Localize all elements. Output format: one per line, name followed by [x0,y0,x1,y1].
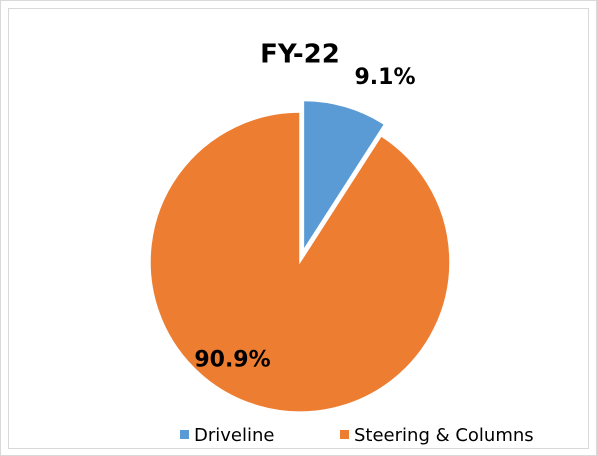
chart-title: FY-22 [260,40,340,70]
pie-slice [302,99,386,254]
data-label: 9.1% [354,65,415,90]
data-label: 90.9% [194,348,270,373]
legend-label: Steering & Columns [354,425,534,446]
legend-swatch [340,430,349,439]
legend-swatch [180,430,189,439]
pie-slice [149,111,451,413]
legend-label: Driveline [194,425,274,446]
